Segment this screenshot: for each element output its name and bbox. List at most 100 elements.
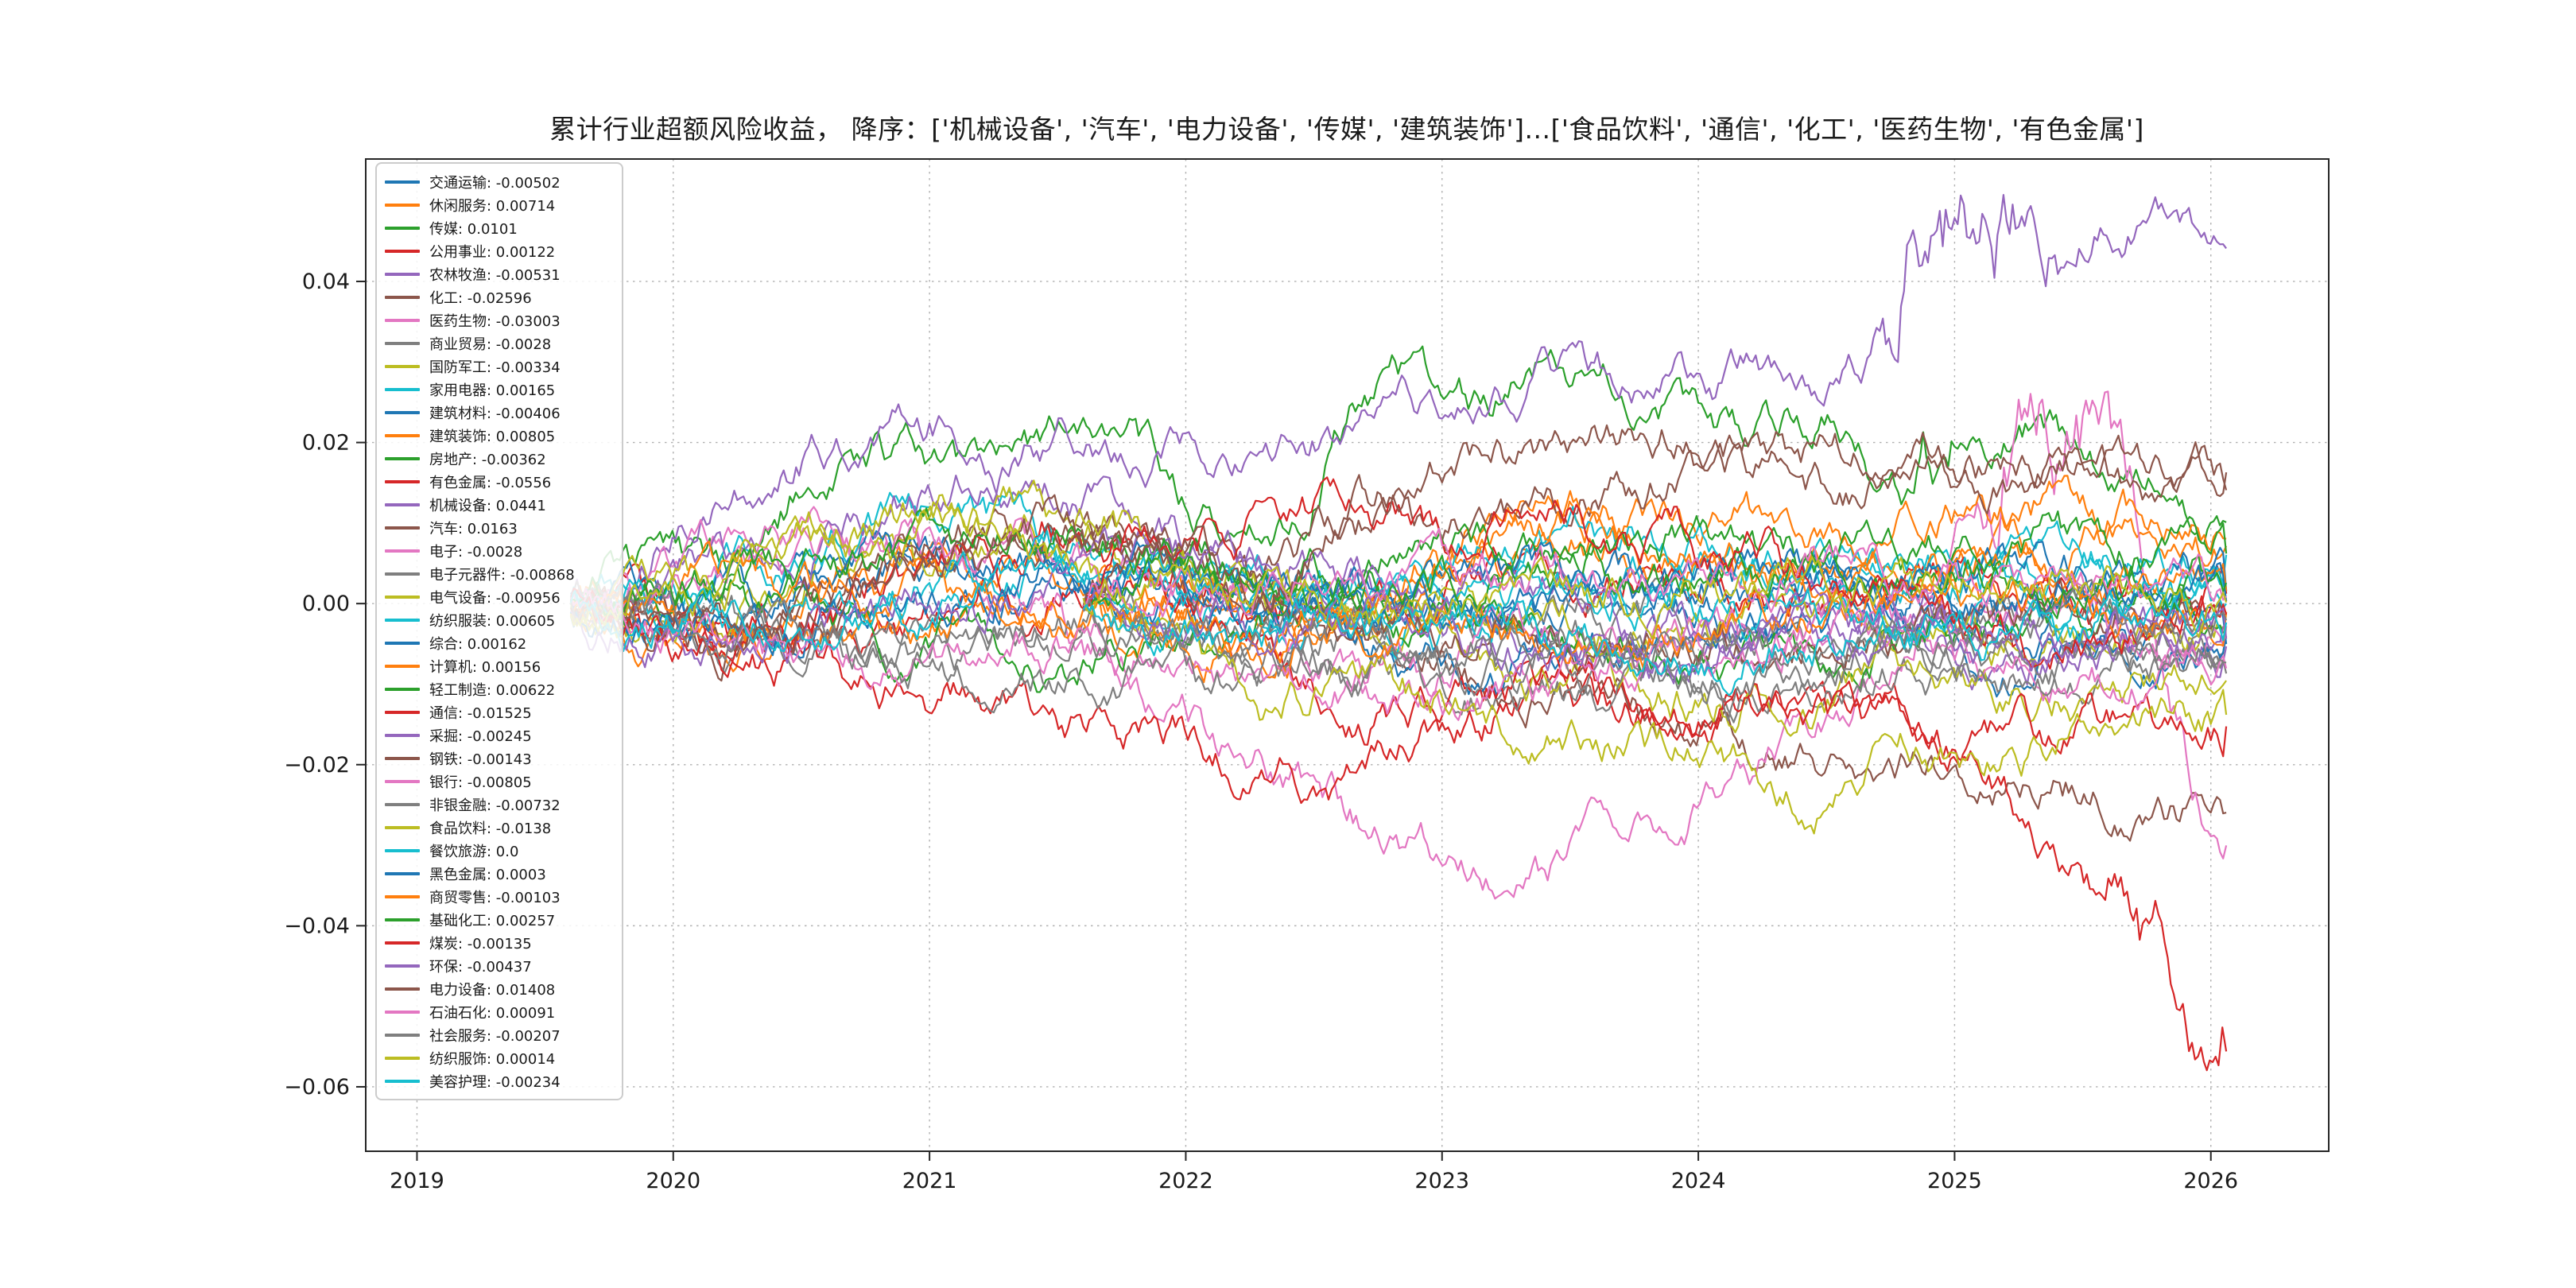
legend-label: 交通运输: -0.00502: [429, 174, 561, 192]
ticks: [356, 280, 2212, 1161]
legend-line-swatch: [385, 941, 420, 945]
legend-line-swatch: [385, 272, 420, 276]
legend-label: 电气设备: -0.00956: [429, 589, 561, 607]
legend-item: 石油石化: 0.00091: [385, 1000, 614, 1023]
legend-label: 休闲服务: 0.00714: [429, 197, 556, 215]
legend-item: 家用电器: 0.00165: [385, 378, 614, 401]
legend-label: 采掘: -0.00245: [429, 727, 532, 745]
legend-item: 餐饮旅游: 0.0: [385, 839, 614, 862]
series-line: [569, 590, 2228, 721]
x-tick-label: 2024: [1671, 1169, 1726, 1193]
series-line: [1082, 589, 2228, 696]
legend-line-swatch: [385, 433, 420, 437]
series-line: [1082, 476, 2228, 670]
legend-label: 黑色金属: 0.0003: [429, 866, 546, 883]
series-line: [569, 475, 2227, 662]
legend-line-swatch: [385, 526, 420, 530]
x-tick-label: 2022: [1158, 1169, 1213, 1193]
series-line: [569, 510, 2227, 842]
legend-line-swatch: [385, 318, 420, 322]
series-line: [1083, 527, 2227, 618]
legend-label: 纺织服装: 0.00605: [429, 612, 556, 630]
legend-line-swatch: [385, 687, 420, 691]
series-line: [570, 507, 2228, 621]
legend-item: 黑色金属: 0.0003: [385, 862, 614, 885]
legend-label: 电力设备: 0.01408: [429, 981, 556, 999]
legend-line-swatch: [385, 1010, 420, 1014]
legend-label: 汽车: 0.0163: [429, 520, 518, 537]
legend-line-swatch: [385, 549, 420, 553]
legend-label: 综合: 0.00162: [429, 635, 527, 653]
legend-item: 房地产: -0.00362: [385, 447, 614, 470]
chart-title: 累计行业超额风险收益， 降序：['机械设备', '汽车', '电力设备', '传…: [549, 114, 2144, 145]
legend-item: 电子: -0.0028: [385, 539, 614, 562]
legend-label: 计算机: 0.00156: [429, 658, 541, 676]
legend-label: 家用电器: 0.00165: [429, 382, 556, 399]
legend-item: 国防军工: -0.00334: [385, 355, 614, 378]
legend-item: 电子元器件: -0.00868: [385, 562, 614, 585]
legend-label: 传媒: 0.0101: [429, 220, 518, 238]
legend-item: 电力设备: 0.01408: [385, 977, 614, 1000]
y-tick-label: −0.06: [284, 1075, 350, 1100]
legend-label: 建筑材料: -0.00406: [429, 405, 561, 422]
legend-label: 社会服务: -0.00207: [429, 1027, 561, 1045]
legend-line-swatch: [385, 918, 420, 921]
x-tick-label: 2020: [646, 1169, 700, 1193]
legend-label: 银行: -0.00805: [429, 774, 532, 791]
legend-line-swatch: [385, 387, 420, 391]
legend-line-swatch: [385, 249, 420, 253]
x-tick-label: 2019: [390, 1169, 444, 1193]
series-lines: [569, 194, 2228, 1072]
legend-item: 煤炭: -0.00135: [385, 931, 614, 954]
legend-line-swatch: [385, 756, 420, 760]
legend-label: 商业贸易: -0.0028: [429, 336, 552, 353]
legend-item: 医药生物: -0.03003: [385, 308, 614, 332]
legend-line-swatch: [385, 987, 420, 991]
legend-item: 建筑装饰: 0.00805: [385, 424, 614, 447]
legend-label: 煤炭: -0.00135: [429, 935, 532, 952]
legend-line-swatch: [385, 180, 420, 184]
series-line: [569, 345, 2227, 613]
legend-item: 银行: -0.00805: [385, 770, 614, 793]
x-tick-label: 2023: [1414, 1169, 1469, 1193]
legend-label: 轻工制造: 0.00622: [429, 681, 556, 699]
x-tick-label: 2021: [902, 1169, 957, 1193]
legend-line-swatch: [385, 664, 420, 668]
legend-label: 通信: -0.01525: [429, 704, 532, 722]
legend-line-swatch: [385, 871, 420, 875]
y-tick-label: 0.00: [302, 592, 350, 616]
legend-line-swatch: [385, 1033, 420, 1037]
y-tick-label: −0.02: [284, 753, 350, 778]
legend-line-swatch: [385, 364, 420, 368]
legend-label: 化工: -0.02596: [429, 289, 532, 307]
legend-line-swatch: [385, 341, 420, 345]
series-line: [570, 490, 2228, 684]
legend-item: 综合: 0.00162: [385, 631, 614, 654]
legend-label: 电子: -0.0028: [429, 543, 523, 561]
legend-line-swatch: [385, 410, 420, 414]
series-line: [570, 390, 2228, 900]
series-line: [1082, 424, 2228, 614]
legend-item: 农林牧渔: -0.00531: [385, 262, 614, 285]
legend-item: 环保: -0.00437: [385, 954, 614, 977]
legend-line-swatch: [385, 733, 420, 737]
legend-label: 有色金属: -0.0556: [429, 474, 552, 491]
legend-label: 美容护理: -0.00234: [429, 1073, 561, 1091]
legend-line-swatch: [385, 1079, 420, 1083]
legend-item: 纺织服装: 0.00605: [385, 608, 614, 631]
legend-line-swatch: [385, 618, 420, 622]
series-line: [569, 403, 2228, 691]
legend-label: 公用事业: 0.00122: [429, 243, 556, 261]
legend-line-swatch: [385, 456, 420, 460]
legend-label: 房地产: -0.00362: [429, 451, 546, 468]
legend-item: 交通运输: -0.00502: [385, 170, 614, 193]
legend-line-swatch: [385, 226, 420, 230]
legend-line-swatch: [385, 1056, 420, 1060]
legend-label: 基础化工: 0.00257: [429, 912, 556, 929]
series-line: [569, 501, 2228, 835]
legend-item: 计算机: 0.00156: [385, 654, 614, 677]
series-line: [570, 528, 2228, 698]
legend-label: 食品饮料: -0.0138: [429, 820, 552, 837]
legend-line-swatch: [385, 825, 420, 829]
